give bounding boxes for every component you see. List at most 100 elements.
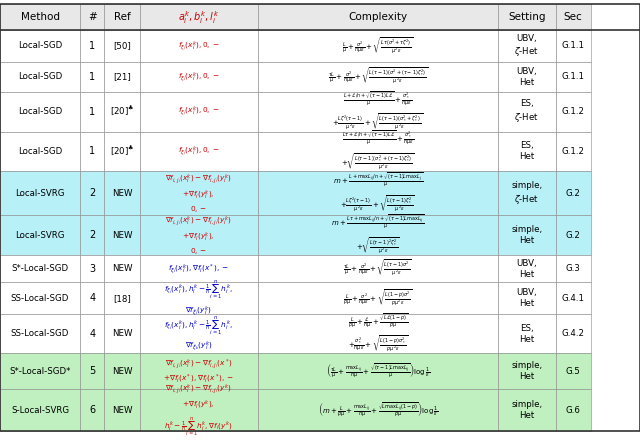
Text: $f_{\xi_i}(x_i^k), \nabla f_i(x^*), -$: $f_{\xi_i}(x_i^k), \nabla f_i(x^*), -$ xyxy=(168,262,229,275)
Text: NEW: NEW xyxy=(111,406,132,415)
Text: 3: 3 xyxy=(89,264,95,274)
Bar xyxy=(498,255,556,282)
Bar xyxy=(258,353,498,389)
Text: NEW: NEW xyxy=(111,367,132,376)
Text: $\nabla f_{i,j_i}(x_i^k) - \nabla f_{i,j_i}(y_i^k)$
$+\nabla f_i(y_i^k),$
$0, -$: $\nabla f_{i,j_i}(x_i^k) - \nabla f_{i,j… xyxy=(166,172,232,214)
Text: ES,
Het: ES, Het xyxy=(519,323,534,344)
Bar xyxy=(556,215,591,255)
Text: simple,
$\zeta$-Het: simple, $\zeta$-Het xyxy=(511,181,542,205)
Text: 5: 5 xyxy=(89,366,95,376)
Text: simple,
Het: simple, Het xyxy=(511,400,542,420)
Text: ES,
$\zeta$-Het: ES, $\zeta$-Het xyxy=(515,99,539,124)
Text: $\nabla f_{i,j_i}(x_i^k) - \nabla f_{i,j_i}(y_i^k)$
$+\nabla f_i(y_i^k),$
$0, -$: $\nabla f_{i,j_i}(x_i^k) - \nabla f_{i,j… xyxy=(166,214,232,256)
Bar xyxy=(556,171,591,215)
Bar xyxy=(0,92,80,132)
Bar xyxy=(498,282,556,314)
Text: $m + \frac{L+\max L_{ij}/n+\sqrt{(\tau-1)L\max L_{ij}}}{\mu}$
$+ \frac{L\zeta^2(: $m + \frac{L+\max L_{ij}/n+\sqrt{(\tau-1… xyxy=(333,172,423,215)
Text: 4: 4 xyxy=(89,293,95,303)
Text: $f_{\xi_i}(x_i^k), 0, -$: $f_{\xi_i}(x_i^k), 0, -$ xyxy=(178,145,220,158)
Bar xyxy=(104,389,140,431)
Text: Sec: Sec xyxy=(564,12,582,22)
Text: [20]$^\clubsuit$: [20]$^\clubsuit$ xyxy=(109,145,134,158)
Text: NEW: NEW xyxy=(111,264,132,273)
Text: $\nabla f_{i,j_i}(x_i^k) - \nabla f_{i,j_i}(y^k)$
$+\nabla f_i(y^k),$
$h_i^k - \: $\nabla f_{i,j_i}(x_i^k) - \nabla f_{i,j… xyxy=(164,383,233,438)
Bar xyxy=(80,282,104,314)
Bar xyxy=(0,215,80,255)
Bar xyxy=(140,30,258,62)
Bar xyxy=(104,92,140,132)
Text: S*-Local-SGD: S*-Local-SGD xyxy=(12,264,68,273)
Bar xyxy=(140,132,258,171)
Text: Method: Method xyxy=(20,12,60,22)
Text: $\frac{L}{p\mu} + \frac{\mathcal{L}}{n\mu} + \frac{\sqrt{L\mathcal{L}(1-p)}}{p\m: $\frac{L}{p\mu} + \frac{\mathcal{L}}{n\m… xyxy=(348,312,408,355)
Bar xyxy=(498,30,556,62)
Text: G.6: G.6 xyxy=(566,406,580,415)
Bar xyxy=(498,389,556,431)
Bar xyxy=(556,389,591,431)
Bar xyxy=(498,62,556,92)
Bar xyxy=(140,389,258,431)
Text: [20]$^\clubsuit$: [20]$^\clubsuit$ xyxy=(109,105,134,118)
Text: simple,
Het: simple, Het xyxy=(511,361,542,381)
Text: $\frac{L}{p\mu} + \frac{\sigma^2}{n\mu\varepsilon} + \sqrt{\frac{L(1-p)\sigma^2}: $\frac{L}{p\mu} + \frac{\sigma^2}{n\mu\v… xyxy=(343,288,413,309)
Bar xyxy=(556,314,591,353)
Text: G.1.1: G.1.1 xyxy=(562,72,584,81)
Bar xyxy=(0,353,80,389)
Bar xyxy=(556,282,591,314)
Bar xyxy=(258,30,498,62)
Text: Local-SVRG: Local-SVRG xyxy=(15,231,65,240)
Text: $f_{\xi_i}(x_i^k), 0, -$: $f_{\xi_i}(x_i^k), 0, -$ xyxy=(178,70,220,84)
Bar xyxy=(80,132,104,171)
Text: G.2: G.2 xyxy=(566,189,580,198)
Bar xyxy=(0,4,80,30)
Text: $f_{\xi_i}(x_i^k), h_i^k - \frac{1}{n}\sum_{i=1}^n h_i^k,$
$\nabla f_{\tilde{\xi: $f_{\xi_i}(x_i^k), h_i^k - \frac{1}{n}\s… xyxy=(164,279,233,318)
Bar xyxy=(104,30,140,62)
Text: NEW: NEW xyxy=(111,231,132,240)
Text: ES,
Het: ES, Het xyxy=(519,141,534,161)
Bar xyxy=(556,4,591,30)
Bar xyxy=(556,255,591,282)
Text: [21]: [21] xyxy=(113,72,131,81)
Text: Local-SGD: Local-SGD xyxy=(18,72,62,81)
Text: G.1.2: G.1.2 xyxy=(562,107,584,116)
Bar xyxy=(258,92,498,132)
Text: $\frac{\tau L}{\mu} + \frac{\sigma^2}{n\mu\varepsilon} + \sqrt{\frac{L(\tau-1)(\: $\frac{\tau L}{\mu} + \frac{\sigma^2}{n\… xyxy=(328,66,428,88)
Bar xyxy=(104,215,140,255)
Text: Local-SGD: Local-SGD xyxy=(18,41,62,51)
Bar xyxy=(556,62,591,92)
Bar xyxy=(498,4,556,30)
Bar xyxy=(258,389,498,431)
Text: G.4.2: G.4.2 xyxy=(562,329,584,338)
Text: 2: 2 xyxy=(89,230,95,240)
Bar xyxy=(140,255,258,282)
Bar xyxy=(0,171,80,215)
Bar xyxy=(80,171,104,215)
Bar xyxy=(0,132,80,171)
Bar xyxy=(0,30,80,62)
Bar xyxy=(498,171,556,215)
Bar xyxy=(140,215,258,255)
Text: #: # xyxy=(88,12,97,22)
Bar xyxy=(258,4,498,30)
Text: $m + \frac{L\tau+\max L_{ij}/n+\sqrt{(\tau-1)L\max L_{ij}}}{\mu}$
$+ \sqrt{\frac: $m + \frac{L\tau+\max L_{ij}/n+\sqrt{(\t… xyxy=(331,214,425,257)
Text: $\frac{L+\mathcal{L}/n+\sqrt{(\tau-1)L\mathcal{L}}}{\mu} + \frac{\sigma_*^2}{n\m: $\frac{L+\mathcal{L}/n+\sqrt{(\tau-1)L\m… xyxy=(332,90,424,133)
Bar xyxy=(140,282,258,314)
Text: UBV,
Het: UBV, Het xyxy=(516,288,537,308)
Text: UBV,
Het: UBV, Het xyxy=(516,259,537,279)
Bar xyxy=(104,282,140,314)
Bar xyxy=(104,4,140,30)
Bar xyxy=(80,4,104,30)
Bar xyxy=(140,314,258,353)
Bar xyxy=(0,282,80,314)
Bar xyxy=(0,314,80,353)
Text: NEW: NEW xyxy=(111,329,132,338)
Text: $\nabla f_{i,j_i}(x_i^k) - \nabla f_{i,j_i}(x^*)$
$+\nabla f_i(x^*), \nabla f_i(: $\nabla f_{i,j_i}(x_i^k) - \nabla f_{i,j… xyxy=(163,357,234,385)
Bar xyxy=(140,171,258,215)
Text: Local-SVRG: Local-SVRG xyxy=(15,189,65,198)
Bar xyxy=(80,314,104,353)
Text: [18]: [18] xyxy=(113,294,131,303)
Text: $f_{\xi_i}(x_i^k), 0, -$: $f_{\xi_i}(x_i^k), 0, -$ xyxy=(178,105,220,118)
Text: NEW: NEW xyxy=(111,189,132,198)
Bar xyxy=(104,314,140,353)
Bar xyxy=(498,353,556,389)
